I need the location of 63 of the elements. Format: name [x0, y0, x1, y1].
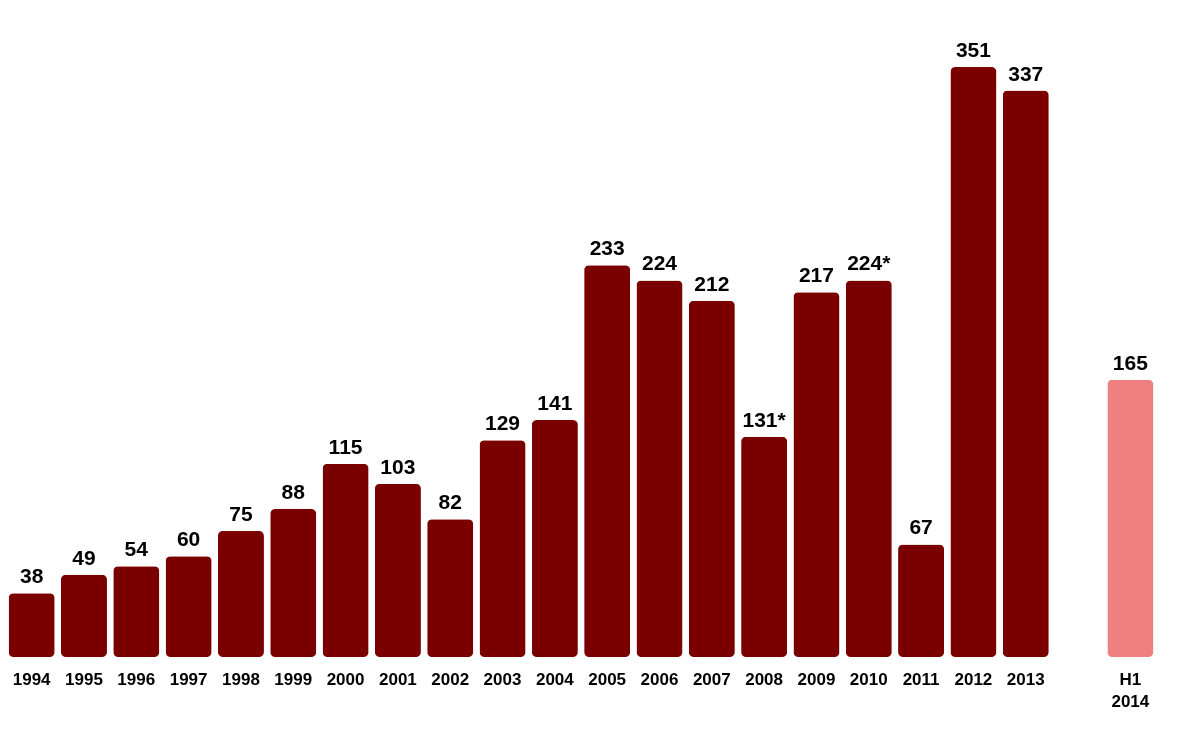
x-tick-label: 2007: [692, 669, 731, 689]
x-tick-label: 2006: [640, 669, 679, 689]
x-tick-label: 1998: [222, 669, 260, 689]
data-label: 165: [1112, 350, 1149, 374]
data-label: 224*: [847, 251, 892, 275]
x-tick-label: 2000: [326, 669, 365, 689]
bar: [898, 544, 945, 657]
bar: [741, 436, 788, 657]
data-label: 212: [694, 271, 730, 295]
bar: [688, 300, 735, 657]
bar: [427, 519, 474, 657]
bar: [374, 483, 421, 657]
data-label: 82: [438, 490, 462, 514]
x-tick-label: 2001: [378, 669, 417, 689]
data-label: 38: [19, 564, 44, 588]
bar: [950, 67, 997, 657]
data-label: 88: [281, 480, 306, 504]
bar: [793, 292, 840, 657]
data-label: 49: [72, 545, 96, 569]
data-label: 351: [955, 38, 992, 61]
bar: [1002, 90, 1049, 657]
x-tick-label: 2009: [797, 669, 836, 689]
bar: [270, 509, 317, 657]
data-label: 60: [176, 527, 201, 551]
data-label: 67: [909, 515, 933, 539]
bar: [479, 440, 526, 657]
bar: [845, 280, 892, 657]
data-label: 115: [328, 434, 363, 458]
bar: [584, 265, 631, 657]
x-tick-label: 2004: [535, 669, 575, 689]
data-label: 233: [589, 236, 625, 260]
x-tick-label: 2002: [431, 669, 470, 689]
data-label: 129: [485, 411, 521, 435]
x-tick-label: 2012: [954, 669, 993, 689]
x-tick-label: 1995: [65, 669, 103, 689]
bar: [165, 556, 212, 657]
x-tick-label: 2003: [483, 669, 522, 689]
x-tick-label: 2008: [745, 669, 784, 689]
x-tick-label: 2005: [588, 669, 627, 689]
bar: [60, 574, 107, 657]
bar: [322, 463, 369, 657]
bar: [531, 419, 578, 657]
bar: [636, 280, 683, 657]
data-label: 131*: [742, 407, 787, 431]
x-tick-label: 1999: [274, 669, 313, 689]
data-label: 337: [1008, 61, 1044, 85]
x-tick-label: 2011: [902, 669, 940, 689]
x-tick-label: 1997: [169, 669, 208, 689]
data-label: 75: [229, 501, 253, 525]
bar: [8, 593, 55, 657]
data-label: 217: [798, 263, 834, 287]
x-tick-label: 2010: [849, 669, 888, 689]
data-label: 54: [124, 537, 149, 561]
bar: [113, 566, 160, 657]
x-tick-label: 2013: [1006, 669, 1045, 689]
bar: [217, 530, 264, 657]
data-label: 141: [537, 390, 573, 414]
data-label: 103: [380, 454, 416, 478]
x-tick-label: 1994: [12, 669, 52, 689]
bar: [1107, 379, 1154, 657]
data-label: 224: [641, 251, 678, 275]
x-tick-label: H1 2014: [1111, 669, 1150, 711]
x-tick-label: 1996: [117, 669, 156, 689]
